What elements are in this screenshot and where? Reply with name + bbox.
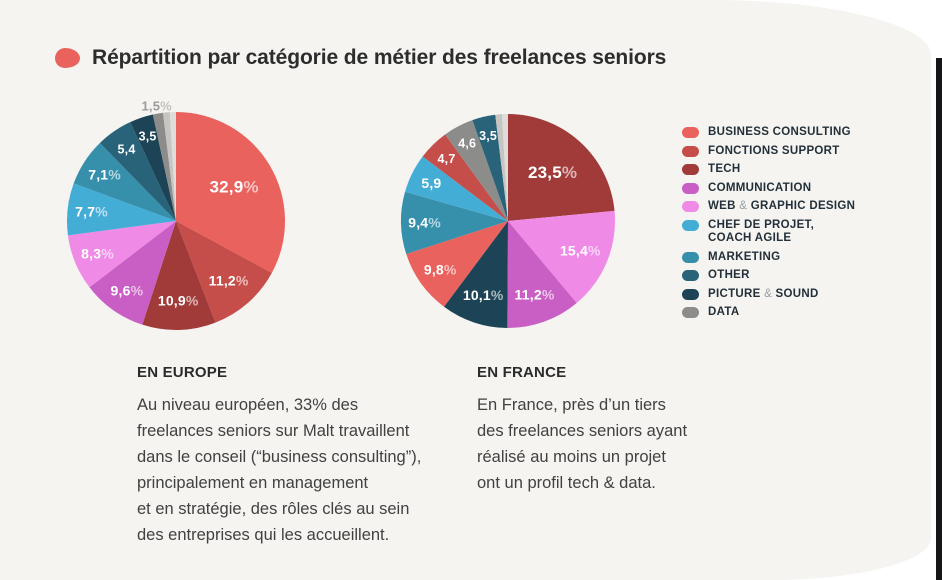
pie-slice [89,221,176,325]
pie-slice [163,112,176,221]
legend-item: PICTURE & SOUND [682,288,917,302]
legend-item: BUSINESS CONSULTING [682,126,917,140]
pie-slice-label: 9,4% [408,215,441,231]
pie-slice-label: 10,9% [158,292,199,308]
pie-slice [508,210,616,304]
pie-slice [422,134,508,221]
pie-slice [142,221,216,331]
section-france-body: En France, près d’un tiers des freelance… [477,396,688,492]
legend-label: COMMUNICATION [708,181,812,194]
legend-label: MARKETING [708,250,781,263]
pie-slice-label: 4,7 [438,152,456,166]
legend-item: COMMUNICATION [682,182,917,196]
pie-slice-label: 11,2% [209,273,249,289]
legend-swatch [682,145,699,157]
legend-label: CHEF DE PROJET, COACH AGILE [708,218,815,245]
pie-slice [130,114,176,221]
legend-swatch [682,251,699,263]
pie-slice [67,221,176,288]
pie-slice-label: 15,4% [560,243,601,259]
pie-slice [169,111,176,221]
legend-swatch [682,307,699,318]
title-bullet-icon [55,48,80,68]
pie-slice [176,112,286,273]
pie-slice-label: 32,9% [209,177,258,196]
pie-slice-label: 9,8% [424,262,457,278]
legend-label: BUSINESS CONSULTING [708,126,851,138]
legend-item: MARKETING [682,251,917,265]
section-europe-body: Au niveau européen, 33% des freelances s… [137,396,422,544]
page-title: Répartition par catégorie de métier des … [92,46,667,69]
pie-slice-label: 3,5 [479,129,497,143]
pie-slice-label: 5,4 [118,143,136,157]
legend-swatch [682,270,699,281]
pie-slice [406,221,508,307]
pie-slice-label: 4,6 [458,137,476,151]
pie-slice [445,120,508,221]
pie-slice [400,191,508,255]
legend-swatch [682,288,699,300]
pie-slice [507,221,577,329]
legend-item: TECH [682,163,917,177]
pie-slice [73,142,176,221]
pie-slice [99,122,176,221]
legend-label: WEB & GRAPHIC DESIGN [708,200,856,212]
pie-slice-label: 1,5% [141,99,172,114]
section-france: EN FRANCE En France, près d’un tiers des… [477,364,757,496]
pie-slice-label: 5,9 [421,175,441,191]
pie-slice [444,221,508,328]
legend: BUSINESS CONSULTING FONCTIONS SUPPORT TECH… [682,126,917,320]
pie-slice [176,221,272,323]
section-europe-heading: EN EUROPE [137,364,228,381]
pie-slice-label: 8,3% [81,245,114,261]
section-france-heading: EN FRANCE [477,364,567,381]
legend-swatch [682,127,699,138]
page-edge-strip [936,58,942,580]
legend-item: DATA [682,306,917,320]
pie-slice-label: 9,6% [111,282,144,298]
legend-label: DATA [708,306,740,318]
pie-slice [508,114,615,221]
pie-slice [501,114,508,221]
legend-item: WEB & GRAPHIC DESIGN [682,200,917,214]
legend-item: CHEF DE PROJET, COACH AGILE [682,219,917,246]
legend-swatch [682,219,699,231]
legend-label: PICTURE & SOUND [708,287,819,300]
pie-slice-label: 11,2% [515,286,555,302]
pie-slice [152,112,176,221]
pie-chart-france: 23,5% 15,4% 11,2% 10,1% 9,8% 9,4% 5,9 4,74,63,5 [400,114,616,329]
pie-slice [67,183,176,236]
legend-label: TECH [708,163,741,175]
pie-slice [405,156,508,221]
pie-slice-label: 7,7% [75,204,108,220]
pie-slice-label: 3,5 [139,130,157,144]
legend-swatch [682,164,699,175]
pie-chart-europe: 32,9% 11,2% 10,9% 9,6% 8,3% 7,7% 7,1% 5,43,5 1,5… [67,99,286,331]
section-europe: EN EUROPE Au niveau européen, 33% des fr… [137,364,477,548]
legend-label: FONCTIONS SUPPORT [708,144,840,157]
header: Répartition par catégorie de métier des … [55,46,666,70]
legend-swatch [682,182,699,194]
legend-item: OTHER [682,269,917,283]
pie-slice-label: 7,1% [88,167,121,183]
legend-label: OTHER [708,269,750,281]
pie-slice [495,114,508,221]
pie-slice-label: 10,1% [463,287,504,303]
pie-slice-label: 23,5% [528,163,577,182]
legend-swatch [682,201,699,212]
legend-item: FONCTIONS SUPPORT [682,145,917,159]
pie-slice [472,114,508,221]
